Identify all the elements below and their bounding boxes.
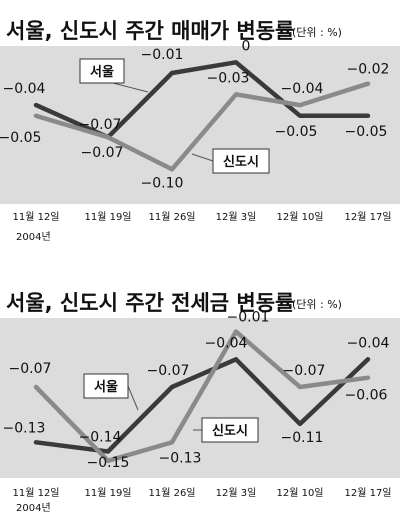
legend-guides <box>127 385 202 431</box>
legend-label-seoul: 서울 <box>90 64 114 80</box>
legend: 서울 신도시 <box>79 58 270 174</box>
legend-guide-line <box>191 153 214 162</box>
x-tick-label: 12월 3일 <box>216 211 257 223</box>
data-label: −0.06 <box>345 388 388 404</box>
data-label: −0.07 <box>147 363 190 379</box>
series-lines <box>33 60 371 172</box>
legend-label-newtown: 신도시 <box>223 155 259 170</box>
x-tick-label: 11월 19일 <box>84 211 131 223</box>
data-label: −0.03 <box>207 70 250 86</box>
x-tick-label: 11월 26일 <box>148 487 195 499</box>
data-label: −0.05 <box>345 124 388 140</box>
data-label: −0.11 <box>281 430 324 446</box>
data-label: 0 <box>242 38 251 54</box>
legend-guide-line <box>127 385 139 411</box>
data-label: −0.01 <box>141 47 184 63</box>
sales-price-chart: 서울, 신도시 주간 매매가 변동률 (단위 : %) −0.04−0.07−0… <box>0 19 400 243</box>
chart-title: 서울, 신도시 주간 매매가 변동률 <box>6 19 294 43</box>
legend: 서울 신도시 <box>83 373 259 443</box>
jeonse-deposit-chart: 서울, 신도시 주간 전세금 변동률 (단위 : %) −0.13−0.14−0… <box>0 291 400 514</box>
series-line-newtown <box>33 329 371 464</box>
x-tick-label: 11월 19일 <box>84 487 131 499</box>
legend-guides <box>112 82 214 162</box>
series-lines <box>33 329 371 464</box>
series-line-newtown <box>33 81 371 172</box>
unit-label: (단위 : %) <box>292 26 342 39</box>
data-labels: −0.13 −0.14 −0.07 −0.04 −0.11 −0.04 −0.07 −0.15… <box>3 310 390 471</box>
data-label: −0.10 <box>141 175 184 191</box>
data-label: −0.05 <box>0 130 41 146</box>
year-note: 2004년 <box>16 231 51 243</box>
data-label: −0.04 <box>281 81 324 97</box>
data-label: −0.14 <box>79 430 122 446</box>
data-label: −0.13 <box>3 420 46 436</box>
legend-guide-line <box>112 82 149 93</box>
data-label: −0.04 <box>205 335 248 351</box>
x-tick-label: 12월 17일 <box>344 487 391 499</box>
data-label: −0.02 <box>347 62 390 78</box>
x-tick-label: 11월 12일 <box>12 487 59 499</box>
data-label: −0.13 <box>159 450 202 466</box>
data-label: −0.07 <box>9 361 52 377</box>
x-axis-ticks: 11월 12일 11월 19일 11월 26일 12월 3일 12월 10일 12월 17… <box>12 211 391 223</box>
unit-label: (단위 : %) <box>292 298 342 311</box>
legend-box-newtown <box>212 148 270 174</box>
data-label: −0.04 <box>347 335 390 351</box>
data-label: −0.01 <box>227 310 270 326</box>
x-tick-label: 12월 10일 <box>276 487 323 499</box>
x-tick-label: 11월 12일 <box>12 211 59 223</box>
x-tick-label: 12월 3일 <box>216 487 257 499</box>
legend-label-newtown: 신도시 <box>212 424 248 439</box>
year-note: 2004년 <box>16 502 51 514</box>
data-labels: −0.04 −0.07 −0.01 0 −0.05 −0.05 −0.05 −0.07 −0.1… <box>0 38 389 191</box>
legend-label-seoul: 서울 <box>94 379 118 395</box>
legend-box-seoul <box>83 373 129 399</box>
x-tick-label: 12월 17일 <box>344 211 391 223</box>
data-label: −0.07 <box>81 145 124 161</box>
chart-title: 서울, 신도시 주간 전세금 변동률 <box>6 291 294 315</box>
data-label: −0.07 <box>283 363 326 379</box>
x-tick-label: 11월 26일 <box>148 211 195 223</box>
x-tick-label: 12월 10일 <box>276 211 323 223</box>
legend-box-newtown <box>201 417 259 443</box>
data-label: −0.04 <box>3 81 46 97</box>
x-axis-ticks: 11월 12일 11월 19일 11월 26일 12월 3일 12월 10일 12월 17… <box>12 487 391 499</box>
data-label: −0.05 <box>275 124 318 140</box>
data-label: −0.07 <box>79 117 122 133</box>
data-label: −0.15 <box>87 455 130 471</box>
legend-box-seoul <box>79 58 125 84</box>
